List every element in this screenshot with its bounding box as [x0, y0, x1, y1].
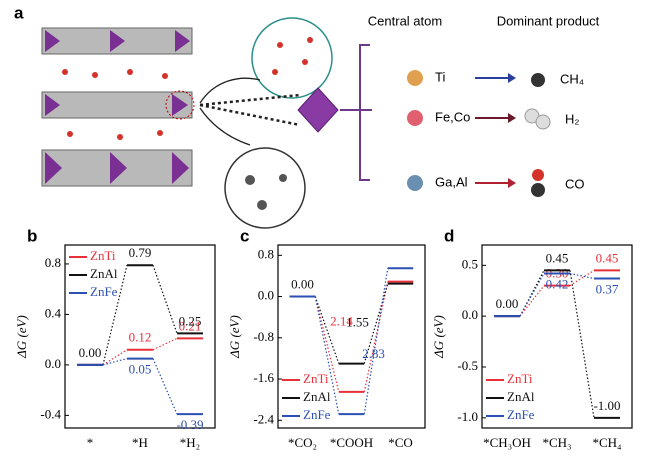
barrier-label: 2.83: [362, 346, 385, 361]
value-label: 0.45: [596, 250, 619, 265]
connector: [363, 281, 389, 393]
schematic: [199, 17, 551, 229]
y-tick-label: 0.0: [462, 307, 478, 322]
legend-label: ZnAl: [90, 266, 118, 281]
y-tick-label: -2.4: [253, 411, 274, 426]
connector: [152, 264, 178, 334]
connector: [102, 265, 128, 366]
panel-label: b: [27, 226, 37, 245]
value-label: 0.45: [546, 250, 569, 265]
legend-label: ZnFe: [303, 407, 331, 422]
product-label: CO: [565, 176, 585, 191]
connector: [152, 337, 178, 351]
plot-frame: [277, 244, 426, 429]
plot-frame: [64, 244, 216, 429]
y-tick-label: 0.0: [45, 356, 61, 371]
legend-label: ZnTi: [507, 371, 533, 386]
value-label: 0.00: [291, 277, 314, 292]
y-tick-label: 0.5: [462, 256, 478, 271]
value-label: -1.00: [593, 398, 620, 413]
connector: [569, 272, 595, 280]
connector: [102, 358, 128, 366]
product-label: CH₄: [560, 71, 584, 86]
connector: [152, 358, 178, 415]
legend-label: ZnTi: [90, 248, 116, 263]
y-tick-label: -0.5: [457, 358, 478, 373]
x-tick-label: *CH₃: [542, 435, 571, 450]
x-tick-label: *CH₃OH: [483, 435, 531, 450]
connector: [569, 269, 595, 287]
product-label: H₂: [565, 111, 579, 126]
value-label: 0.00: [79, 345, 102, 360]
atom-label: Fe,Co: [435, 109, 470, 124]
value-label: 0.79: [129, 245, 152, 260]
plot-frame: [481, 244, 633, 429]
column-header: Central atom: [368, 13, 442, 28]
x-tick-label: *H: [132, 435, 148, 450]
panel-label: c: [240, 226, 249, 245]
x-tick-label: *: [87, 435, 94, 450]
y-tick-label: 0.4: [45, 305, 62, 320]
value-label: -0.39: [176, 417, 203, 432]
connector: [314, 296, 340, 364]
y-tick-label: 0.0: [258, 288, 274, 303]
value-label: 0.05: [129, 362, 152, 377]
connector: [363, 268, 389, 415]
y-tick-label: 0.8: [258, 246, 274, 261]
y-axis-label: ΔG (eV): [431, 315, 446, 359]
x-tick-label: *CO: [388, 435, 413, 450]
y-tick-label: 0.8: [45, 255, 61, 270]
value-label: 0.00: [496, 296, 519, 311]
connector: [102, 349, 128, 366]
panel-label: d: [444, 226, 454, 245]
legend-label: ZnAl: [507, 389, 535, 404]
atom-label: Ga,Al: [435, 174, 468, 189]
atom-label: Ti: [435, 69, 445, 84]
connector: [569, 270, 595, 418]
x-tick-label: *H₂: [180, 435, 200, 450]
column-header: Dominant product: [497, 13, 600, 28]
connector: [314, 296, 340, 415]
y-tick-label: -1.6: [253, 370, 274, 385]
y-tick-label: -1.0: [457, 409, 478, 424]
legend-label: ZnFe: [90, 284, 118, 299]
y-axis-label: ΔG (eV): [227, 315, 242, 359]
legend-label: ZnAl: [303, 389, 331, 404]
x-tick-label: *CO₂: [288, 435, 317, 450]
connector: [519, 285, 545, 317]
value-label: 0.12: [129, 330, 152, 345]
value-label: 0.42: [546, 276, 569, 291]
layered-structure: [41, 27, 195, 187]
legend-label: ZnTi: [303, 371, 329, 386]
value-label: 0.21: [179, 318, 202, 333]
value-label: 0.25: [179, 313, 202, 328]
connector: [519, 270, 545, 317]
connector: [314, 296, 340, 393]
barrier-label: 1.55: [346, 315, 369, 330]
x-tick-label: *COOH: [330, 435, 373, 450]
value-label: 0.37: [596, 282, 619, 297]
y-axis-label: ΔG (eV): [14, 315, 29, 359]
legend-label: ZnFe: [507, 407, 535, 422]
panel-label: a: [14, 3, 24, 22]
x-tick-label: *CH₄: [592, 435, 622, 450]
barrier-label: 2.14: [330, 314, 353, 329]
connector: [519, 273, 545, 317]
y-tick-label: -0.8: [253, 329, 274, 344]
y-tick-label: -0.4: [40, 406, 61, 421]
